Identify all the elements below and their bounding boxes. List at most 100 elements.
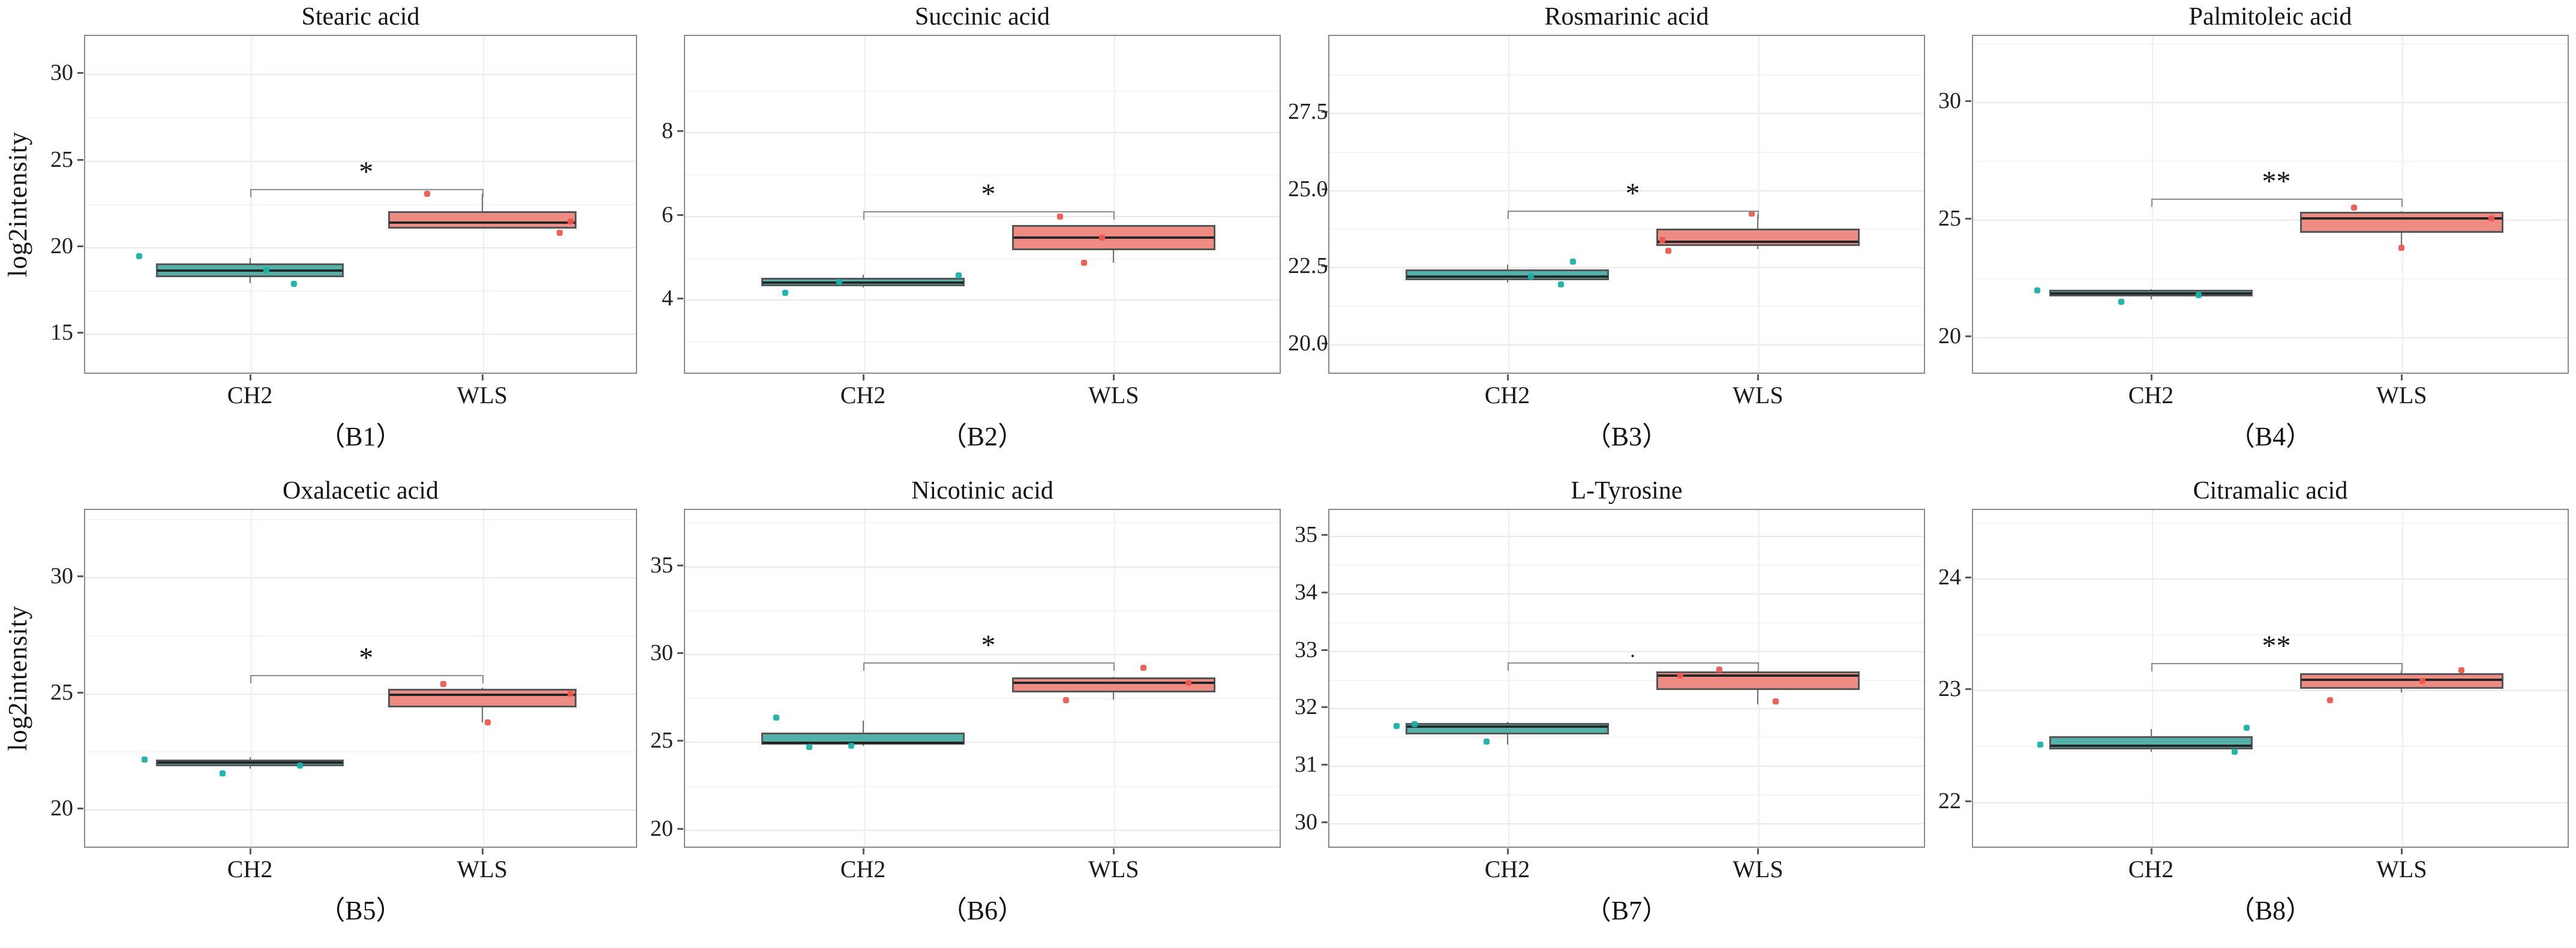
jitter-point (2458, 667, 2464, 673)
y-tick-label: 30 (50, 60, 73, 86)
median-line (157, 761, 343, 764)
x-axis-group-label: CH2 (2128, 382, 2174, 409)
jitter-point (2196, 292, 2202, 298)
box-wls (1656, 228, 1860, 246)
panel-B6: Nicotinic acid 20 25 30 35 CH2 WLS * （B6） (644, 474, 1287, 948)
y-tick-label: 31 (1295, 752, 1317, 778)
significance-bracket-tick (1507, 662, 1509, 671)
x-tick-mark (862, 848, 864, 854)
significance-bracket-tick (2401, 198, 2403, 207)
significance-bracket-tick (250, 188, 251, 197)
jitter-point (2034, 287, 2041, 293)
x-tick-mark (862, 374, 864, 380)
y-tick-mark (1965, 218, 1971, 220)
x-axis-group-label: WLS (457, 856, 508, 883)
y-tick-mark (1965, 688, 1971, 691)
y-tick-label: 35 (1295, 522, 1317, 548)
x-axis-group-label: CH2 (1484, 382, 1530, 409)
vertical-gridline (863, 36, 865, 373)
significance-label: * (981, 178, 996, 211)
gridline-minor (685, 341, 1280, 343)
jitter-point (1528, 274, 1535, 280)
whisker (1113, 250, 1115, 263)
jitter-point (2398, 245, 2405, 251)
vertical-gridline (1758, 36, 1760, 373)
jitter-point (773, 715, 780, 721)
jitter-point (1080, 260, 1087, 266)
y-tick-label: 20.0 (1288, 330, 1328, 356)
panel-B8: Citramalic acid 22 23 24 CH2 WLS ** （B8） (1932, 474, 2575, 948)
plot-area (1972, 35, 2569, 374)
y-tick-label: 22 (1938, 788, 1961, 814)
median-line (2050, 292, 2251, 295)
x-axis-group-label: WLS (1088, 382, 1139, 409)
jitter-point (291, 281, 298, 287)
y-tick-label: 23 (1938, 676, 1961, 702)
gridline-minor (1973, 43, 2568, 44)
significance-bracket-tick (863, 662, 864, 671)
panel-B3: Rosmarinic acid 20.0 22.5 25.0 27.5 CH2 WLS * （B… (1288, 0, 1932, 474)
median-line (2301, 217, 2502, 220)
gridline-minor (1329, 564, 1924, 566)
whisker (1757, 689, 1759, 704)
x-tick-mark (1113, 374, 1115, 380)
gridline-minor (1329, 74, 1924, 76)
x-tick-mark (2401, 848, 2403, 854)
x-axis-group-label: WLS (1733, 856, 1784, 883)
jitter-point (136, 253, 143, 259)
gridline-major (685, 829, 1280, 831)
whisker (2150, 289, 2152, 290)
y-tick-label: 4 (662, 286, 673, 311)
whisker (249, 257, 251, 263)
significance-bracket-tick (482, 674, 484, 683)
panel-caption: （B6） (940, 896, 1025, 925)
jitter-point (568, 218, 574, 225)
jitter-point (1659, 236, 1666, 243)
whisker (481, 194, 483, 212)
y-tick-mark (77, 575, 83, 578)
x-tick-mark (2401, 374, 2403, 380)
significance-label: * (1625, 177, 1640, 209)
gridline-major (1973, 337, 2568, 339)
gridline-minor (1329, 305, 1924, 307)
jitter-point (2419, 678, 2426, 685)
whisker (2401, 211, 2403, 212)
jitter-point (955, 272, 962, 279)
median-line (2050, 745, 2251, 748)
y-tick-mark (1322, 265, 1328, 268)
significance-bracket-tick (863, 211, 864, 220)
y-tick-label: 20 (50, 233, 73, 259)
y-tick-label: 24 (1938, 564, 1961, 590)
y-tick-label: 30 (50, 563, 73, 589)
whisker (862, 744, 864, 746)
gridline-minor (1973, 160, 2568, 162)
significance-bracket-tick (250, 674, 251, 683)
whisker (2150, 296, 2152, 300)
box-wls (1012, 677, 1215, 692)
x-axis-group-label: CH2 (2128, 856, 2174, 883)
whisker (2150, 749, 2152, 752)
whisker (249, 757, 251, 760)
x-axis-group-label: CH2 (227, 382, 273, 409)
y-tick-mark (677, 564, 683, 566)
plot-area (1328, 35, 1925, 374)
significance-bracket-tick (1113, 662, 1115, 671)
jitter-point (2350, 205, 2357, 211)
median-line (157, 269, 343, 272)
y-tick-label: 25 (50, 146, 73, 172)
y-tick-mark (1965, 800, 1971, 802)
jitter-point (296, 762, 303, 769)
x-axis-group-label: CH2 (840, 856, 886, 883)
y-tick-mark (77, 245, 83, 247)
median-line (389, 693, 575, 696)
jitter-point (2488, 215, 2494, 222)
x-tick-mark (1506, 848, 1509, 854)
y-axis-label-text: log2intensity (2, 605, 32, 751)
jitter-point (1569, 258, 1576, 265)
panel-caption: （B8） (2228, 896, 2313, 925)
gridline-minor (1973, 522, 2568, 524)
gridline-minor (685, 785, 1280, 787)
panel-caption: （B5） (319, 896, 403, 925)
gridline-minor (685, 610, 1280, 611)
y-tick-mark (1322, 764, 1328, 766)
